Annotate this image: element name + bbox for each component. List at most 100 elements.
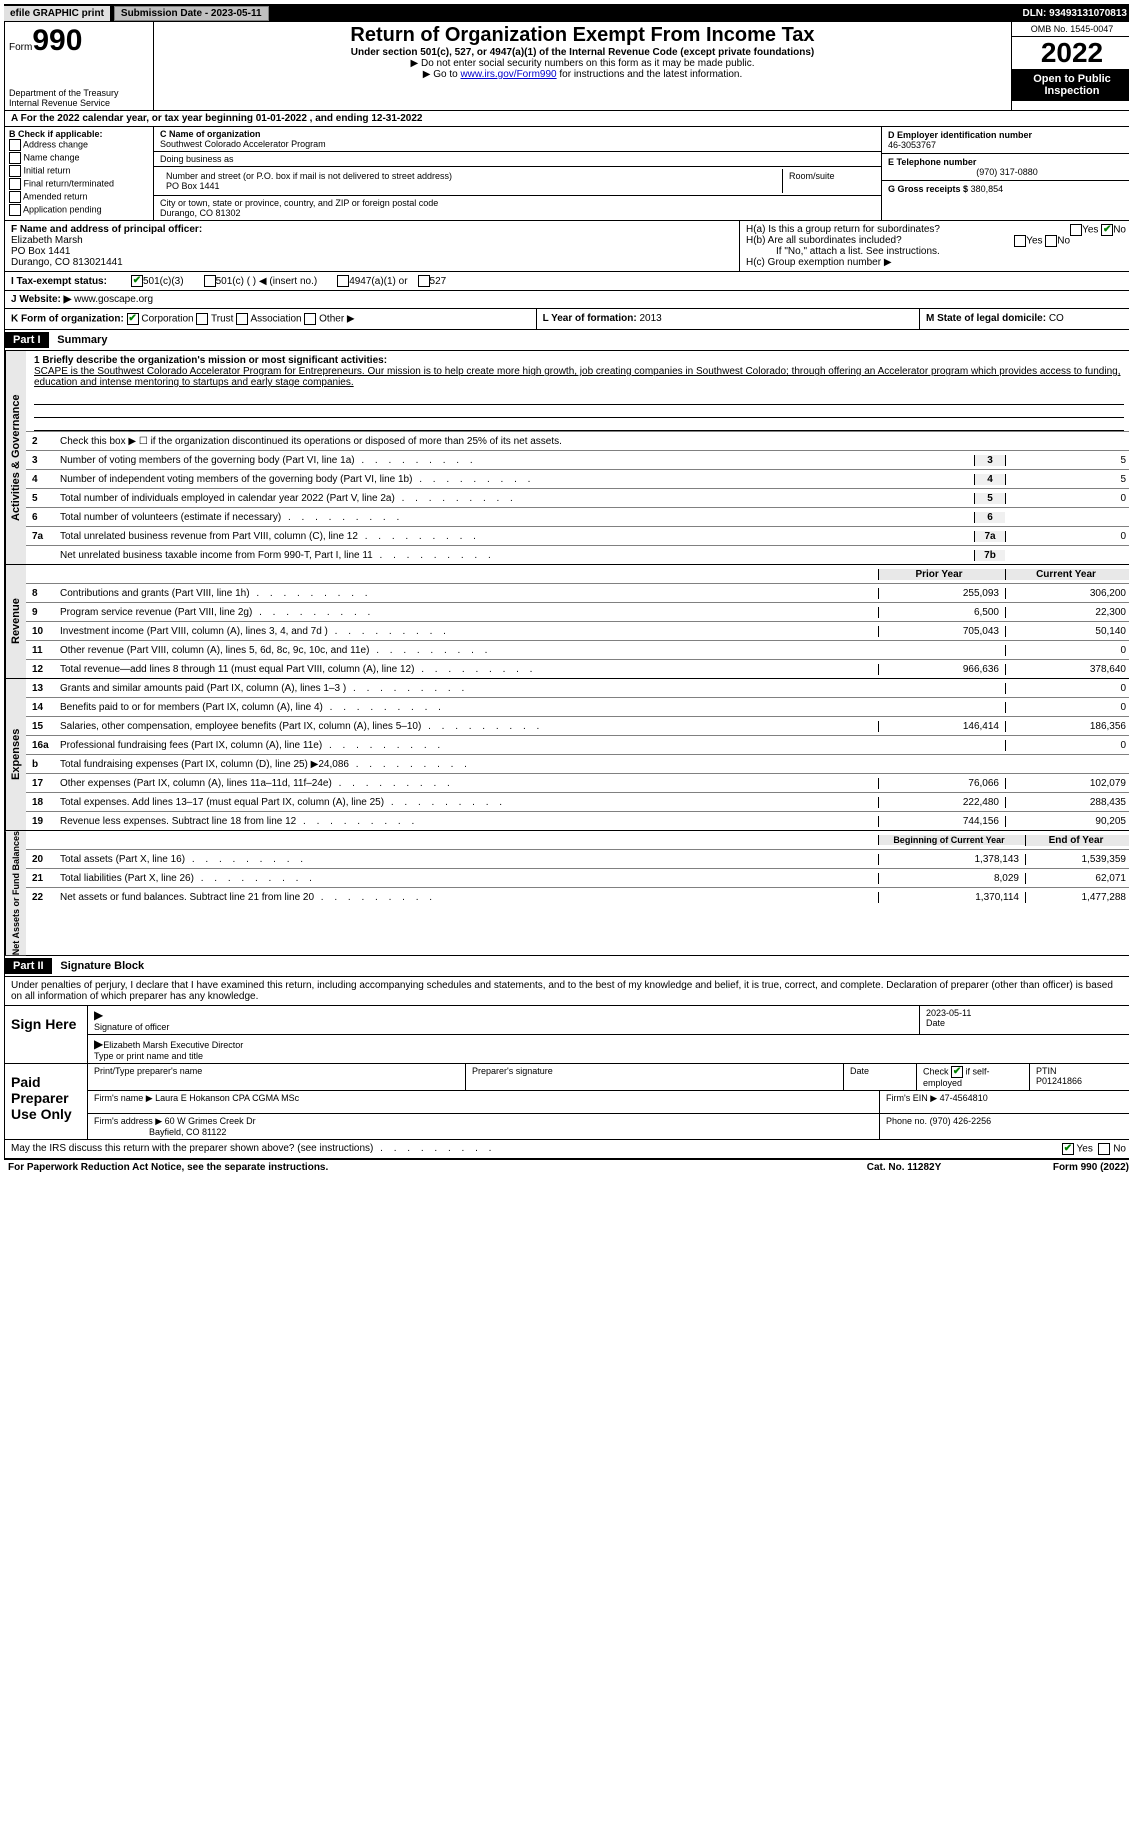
- data-line: 16a Professional fundraising fees (Part …: [26, 736, 1129, 755]
- b-label: B Check if applicable:: [9, 129, 149, 139]
- top-bar: efile GRAPHIC print Submission Date - 20…: [4, 4, 1129, 22]
- ag-desc: Total number of volunteers (estimate if …: [56, 510, 974, 525]
- chk-trust[interactable]: [196, 313, 208, 325]
- chk-4947[interactable]: [337, 275, 349, 287]
- ag-key: 7a: [974, 531, 1005, 542]
- discuss-yes: Yes: [1077, 1144, 1093, 1155]
- cell-current: 378,640: [1005, 664, 1129, 675]
- col-c-org: C Name of organization Southwest Colorad…: [154, 127, 881, 220]
- firmname-label: Firm's name ▶: [94, 1093, 153, 1103]
- chk-namechg[interactable]: [9, 152, 21, 164]
- chk-527[interactable]: [418, 275, 430, 287]
- chk-assoc[interactable]: [236, 313, 248, 325]
- form-note-ssn: ▶ Do not enter social security numbers o…: [160, 58, 1005, 69]
- line-num: 21: [26, 873, 56, 884]
- tel-label: E Telephone number: [888, 157, 1126, 167]
- footer-right: Form 990 (2022): [979, 1162, 1129, 1173]
- prep-date-label: Date: [844, 1064, 917, 1090]
- ag-line: 4 Number of independent voting members o…: [26, 470, 1129, 489]
- line-desc: Contributions and grants (Part VIII, lin…: [56, 586, 878, 601]
- data-line: 11 Other revenue (Part VIII, column (A),…: [26, 641, 1129, 660]
- part2-header: Part II Signature Block: [4, 956, 1129, 977]
- cell-prior: 744,156: [878, 816, 1005, 827]
- ag-val: 5: [1005, 474, 1129, 485]
- irs-link[interactable]: www.irs.gov/Form990: [460, 69, 556, 80]
- hb-no-chk[interactable]: [1045, 235, 1057, 247]
- dln-label: DLN: 93493131070813: [1022, 8, 1129, 19]
- self-emp-pre: Check: [923, 1067, 949, 1077]
- col-current: Current Year: [1005, 569, 1129, 580]
- cell-current: 1,539,359: [1025, 854, 1129, 865]
- line-desc: Investment income (Part VIII, column (A)…: [56, 624, 878, 639]
- chk-address[interactable]: [9, 139, 21, 151]
- opt-namechg: Name change: [24, 152, 80, 162]
- ptin-label: PTIN: [1036, 1066, 1057, 1076]
- fgh-row: F Name and address of principal officer:…: [4, 221, 1129, 272]
- col-begin: Beginning of Current Year: [878, 835, 1025, 845]
- data-line: 9 Program service revenue (Part VIII, li…: [26, 603, 1129, 622]
- tax-year-line: A For the 2022 calendar year, or tax yea…: [4, 111, 1129, 127]
- opt-501c: 501(c) ( ) ◀ (insert no.): [216, 276, 318, 287]
- discuss-yes-chk[interactable]: [1062, 1143, 1074, 1155]
- part1-header: Part I Summary: [4, 330, 1129, 351]
- omb-number: OMB No. 1545-0047: [1012, 22, 1129, 37]
- tax-status-row: I Tax-exempt status: 501(c)(3) 501(c) ( …: [4, 272, 1129, 291]
- ha-no-chk[interactable]: [1101, 224, 1113, 236]
- chk-final[interactable]: [9, 178, 21, 190]
- opt-final: Final return/terminated: [24, 178, 115, 188]
- cell-prior: 1,370,114: [878, 892, 1025, 903]
- hc-q: H(c) Group exemption number ▶: [746, 257, 1126, 268]
- data-line: 17 Other expenses (Part IX, column (A), …: [26, 774, 1129, 793]
- chk-other[interactable]: [304, 313, 316, 325]
- footer-left: For Paperwork Reduction Act Notice, see …: [8, 1162, 829, 1173]
- hb-note: If "No," attach a list. See instructions…: [746, 246, 1126, 257]
- chk-501c3[interactable]: [131, 275, 143, 287]
- chk-pending[interactable]: [9, 204, 21, 216]
- gross-label: G Gross receipts $: [888, 184, 968, 194]
- chk-initial[interactable]: [9, 165, 21, 177]
- hb-yes-chk[interactable]: [1014, 235, 1026, 247]
- phone-val: (970) 426-2256: [930, 1116, 992, 1126]
- line-num: 10: [26, 626, 56, 637]
- data-line: 13 Grants and similar amounts paid (Part…: [26, 679, 1129, 698]
- line-desc: Grants and similar amounts paid (Part IX…: [56, 681, 878, 696]
- data-line: 20 Total assets (Part X, line 16)1,378,1…: [26, 850, 1129, 869]
- efile-label: efile GRAPHIC print: [4, 6, 110, 21]
- line-num: 20: [26, 854, 56, 865]
- chk-selfemp[interactable]: [951, 1066, 963, 1078]
- cell-prior: 6,500: [878, 607, 1005, 618]
- goto-post: for instructions and the latest informat…: [557, 69, 743, 80]
- discuss-q: May the IRS discuss this return with the…: [11, 1143, 1062, 1155]
- paid-label: Paid Preparer Use Only: [5, 1064, 87, 1139]
- k-label: K Form of organization:: [11, 314, 124, 325]
- ag-key: 3: [974, 455, 1005, 466]
- form-note-link: ▶ Go to www.irs.gov/Form990 for instruct…: [160, 69, 1005, 80]
- ha-yes-chk[interactable]: [1070, 224, 1082, 236]
- discuss-no: No: [1113, 1144, 1126, 1155]
- line-desc: Other revenue (Part VIII, column (A), li…: [56, 643, 878, 658]
- opt-4947: 4947(a)(1) or: [349, 276, 407, 287]
- line-num: 13: [26, 683, 56, 694]
- cell-current: 0: [1005, 740, 1129, 751]
- chk-501c[interactable]: [204, 275, 216, 287]
- line2-desc: Check this box ▶ ☐ if the organization d…: [56, 434, 1129, 449]
- cell-current: 1,477,288: [1025, 892, 1129, 903]
- form-header: Form990 Department of the Treasury Inter…: [4, 22, 1129, 111]
- netassets-section: Net Assets or Fund Balances Beginning of…: [4, 831, 1129, 956]
- sign-here-block: Sign Here ▶Signature of officer 2023-05-…: [4, 1006, 1129, 1064]
- vtab-ag: Activities & Governance: [5, 351, 26, 564]
- form-prefix: Form: [9, 42, 32, 53]
- officer-addr2: Durango, CO 813021441: [11, 257, 733, 268]
- firmname-val: Laura E Hokanson CPA CGMA MSc: [155, 1093, 299, 1103]
- chk-corp[interactable]: [127, 313, 139, 325]
- phone-label: Phone no.: [886, 1116, 927, 1126]
- part2-title: Signature Block: [60, 960, 144, 972]
- discuss-no-chk[interactable]: [1098, 1143, 1110, 1155]
- chk-amended[interactable]: [9, 191, 21, 203]
- org-name: Southwest Colorado Accelerator Program: [160, 139, 875, 149]
- submission-date-btn[interactable]: Submission Date - 2023-05-11: [114, 6, 269, 21]
- vtab-na: Net Assets or Fund Balances: [5, 831, 26, 955]
- prep-name-label: Print/Type preparer's name: [88, 1064, 466, 1090]
- revenue-section: Revenue Prior Year Current Year 8 Contri…: [4, 565, 1129, 679]
- opt-other: Other ▶: [319, 314, 354, 325]
